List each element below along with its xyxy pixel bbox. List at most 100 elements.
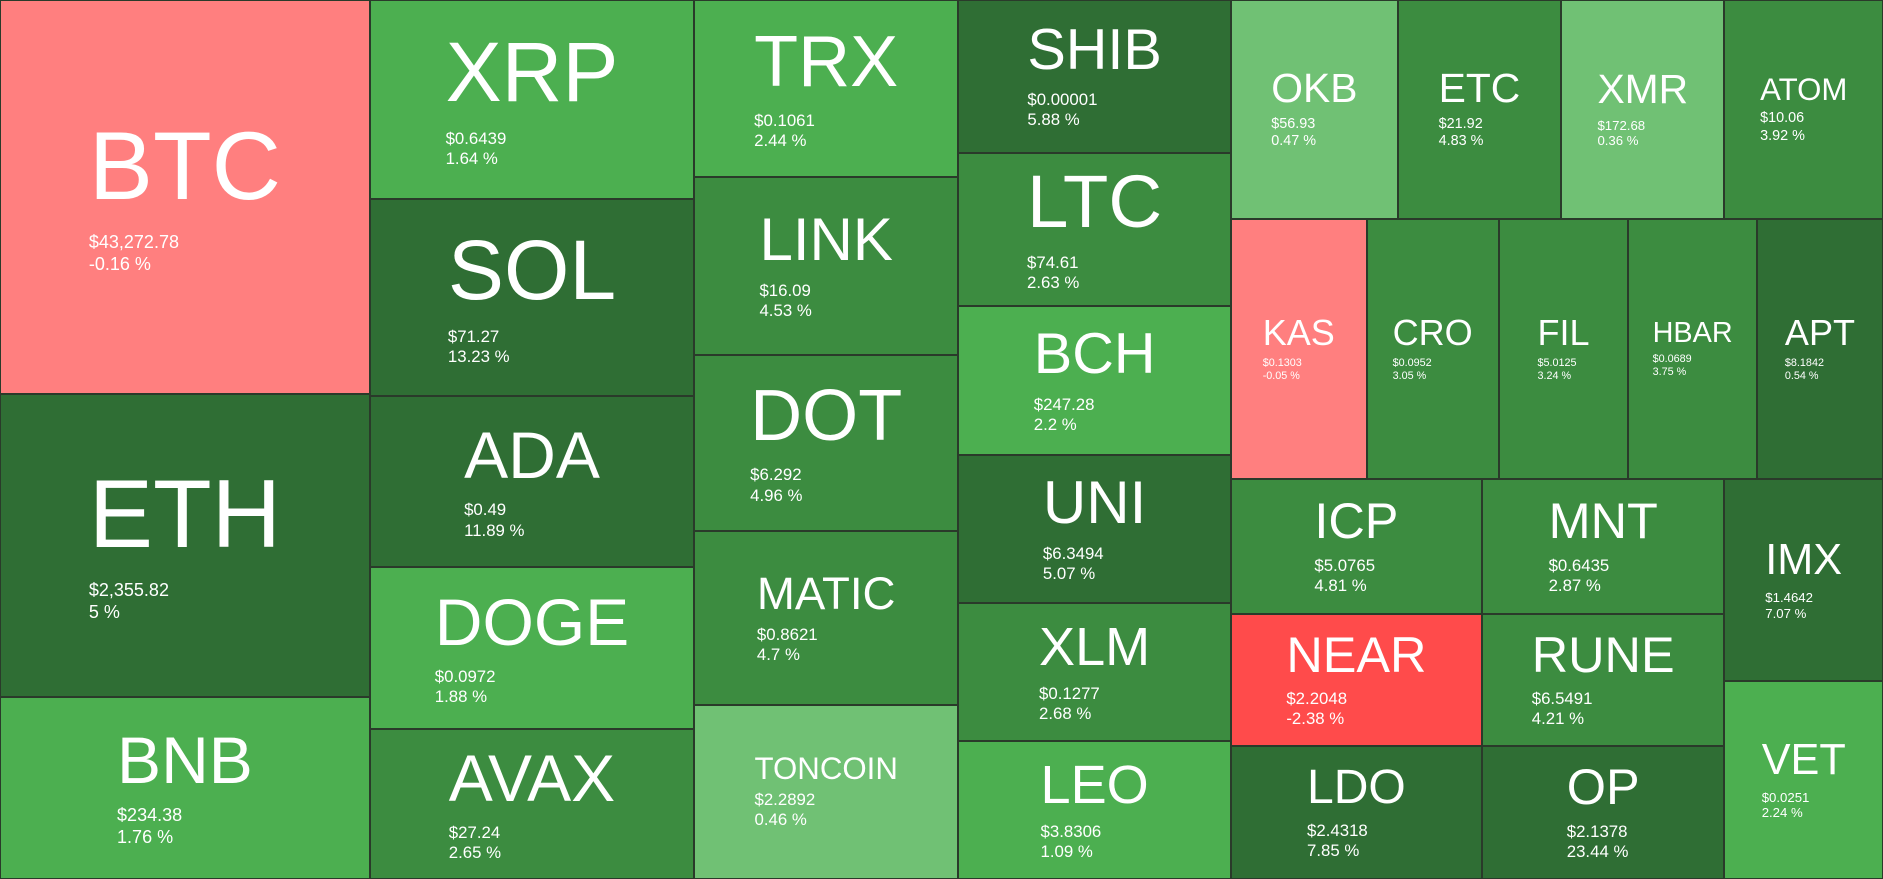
change: 0.54 % — [1784, 370, 1819, 383]
tile: SHIB $0.00001 5.88 % — [958, 0, 1231, 153]
tile: BCH $247.28 2.2 % — [958, 306, 1231, 456]
change: 5 % — [88, 601, 120, 622]
price: $2.2048 — [1286, 689, 1348, 709]
price: $0.0952 — [1392, 357, 1432, 370]
change: -0.05 % — [1262, 370, 1300, 383]
symbol: FIL — [1537, 311, 1590, 353]
price: $16.09 — [759, 281, 811, 301]
symbol: BTC — [88, 112, 281, 220]
change: 5.88 % — [1027, 110, 1080, 130]
tile: FIL $5.0125 3.24 % — [1498, 218, 1629, 480]
price: $74.61 — [1027, 253, 1079, 273]
tile: XMR $172.68 0.36 % — [1561, 0, 1725, 219]
price: $6.3494 — [1042, 544, 1104, 564]
symbol: ADA — [464, 418, 600, 493]
tile-content: CRO $0.0952 3.05 % — [1392, 314, 1473, 383]
symbol: APT — [1784, 311, 1855, 353]
tile: OKB $56.93 0.47 % — [1230, 0, 1398, 219]
tile-content: BNB $234.38 1.76 % — [117, 727, 253, 848]
change: 4.96 % — [750, 485, 803, 505]
tile: TONCOIN $2.2892 0.46 % — [694, 704, 959, 879]
tile: MNT $0.6435 2.87 % — [1481, 479, 1725, 614]
symbol: MNT — [1548, 492, 1658, 550]
tile-content: RUNE $6.5491 4.21 % — [1531, 625, 1675, 730]
price: $3.8306 — [1040, 821, 1102, 841]
change: 11.89 % — [464, 520, 525, 540]
symbol: LDO — [1307, 760, 1406, 814]
tile-content: FIL $5.0125 3.24 % — [1537, 311, 1590, 383]
tile: BTC $43,272.78 -0.16 % — [0, 0, 370, 394]
change: -2.38 % — [1286, 709, 1345, 729]
symbol: ETH — [88, 460, 281, 568]
tile: VET $0.0251 2.24 % — [1724, 680, 1883, 879]
tile-content: BCH $247.28 2.2 % — [1034, 326, 1156, 434]
change: 2.87 % — [1548, 576, 1601, 596]
price: $2.4318 — [1307, 820, 1368, 840]
price: $27.24 — [448, 822, 501, 842]
price: $234.38 — [117, 805, 183, 826]
price: $0.6435 — [1548, 555, 1610, 575]
tile: RUNE $6.5491 4.21 % — [1481, 613, 1725, 746]
tile: TRX $0.1061 2.44 % — [694, 0, 959, 177]
change: 0.36 % — [1597, 133, 1639, 149]
tile: IMX $1.4642 7.07 % — [1724, 479, 1883, 681]
tile-content: LEO $3.8306 1.09 % — [1041, 758, 1149, 862]
symbol: SHIB — [1027, 18, 1162, 83]
tile-content: SOL $71.27 13.23 % — [448, 228, 616, 368]
tile-content: HBAR $0.0689 3.75 % — [1653, 319, 1733, 379]
change: 4.81 % — [1314, 576, 1367, 596]
symbol: ATOM — [1760, 71, 1848, 107]
tile-content: KAS $0.1303 -0.05 % — [1262, 314, 1335, 383]
symbol: BCH — [1033, 322, 1156, 387]
tile-content: UNI $6.3494 5.07 % — [1043, 473, 1146, 584]
tile: APT $8.1842 0.54 % — [1756, 218, 1883, 480]
tile-content: ETH $2,355.82 5 % — [88, 460, 281, 624]
price: $0.49 — [464, 500, 507, 520]
tile-content: BTC $43,272.78 -0.16 % — [88, 112, 281, 276]
tile: ICP $5.0765 4.81 % — [1230, 479, 1482, 614]
tile: BNB $234.38 1.76 % — [0, 696, 370, 879]
price: $0.1303 — [1262, 357, 1302, 370]
price: $0.0689 — [1652, 352, 1692, 365]
symbol: ICP — [1314, 492, 1399, 550]
tile: LDO $2.4318 7.85 % — [1230, 745, 1482, 879]
tile: CRO $0.0952 3.05 % — [1366, 218, 1499, 480]
symbol: BNB — [117, 723, 253, 798]
tile: SOL $71.27 13.23 % — [369, 199, 695, 397]
price: $172.68 — [1597, 117, 1646, 133]
tile: ETH $2,355.82 5 % — [0, 393, 370, 697]
change: 7.07 % — [1765, 605, 1807, 621]
symbol: HBAR — [1652, 316, 1733, 349]
change: 4.53 % — [759, 301, 812, 321]
change: 13.23 % — [447, 347, 510, 367]
price: $2.2892 — [754, 790, 816, 810]
tile-content: MNT $0.6435 2.87 % — [1549, 496, 1658, 596]
change: 2.68 % — [1039, 703, 1092, 723]
tile-content: VET $0.0251 2.24 % — [1762, 738, 1846, 822]
change: 2.65 % — [448, 842, 502, 862]
change: 1.76 % — [117, 826, 174, 847]
symbol: RUNE — [1531, 625, 1675, 683]
tile: XRP $0.6439 1.64 % — [369, 0, 695, 200]
change: 1.09 % — [1040, 841, 1093, 861]
change: 3.24 % — [1537, 370, 1572, 383]
tile-content: TRX $0.1061 2.44 % — [754, 26, 898, 151]
tile: LTC $74.61 2.63 % — [958, 152, 1231, 307]
price: $10.06 — [1760, 110, 1805, 127]
symbol: NEAR — [1286, 625, 1427, 683]
symbol: LEO — [1040, 754, 1149, 815]
symbol: TONCOIN — [754, 751, 898, 787]
change: 1.88 % — [434, 686, 488, 706]
tile-content: XRP $0.6439 1.64 % — [446, 30, 619, 170]
price: $0.8621 — [756, 624, 818, 644]
price: $0.1061 — [754, 110, 815, 130]
tile-content: AVAX $27.24 2.65 % — [449, 745, 615, 863]
change: 5.07 % — [1042, 564, 1096, 584]
price: $1.4642 — [1765, 589, 1813, 605]
price: $21.92 — [1438, 116, 1483, 133]
tile-content: OKB $56.93 0.47 % — [1271, 68, 1357, 151]
symbol: AVAX — [448, 740, 616, 815]
tile: UNI $6.3494 5.07 % — [958, 455, 1231, 603]
change: 4.21 % — [1531, 709, 1585, 729]
